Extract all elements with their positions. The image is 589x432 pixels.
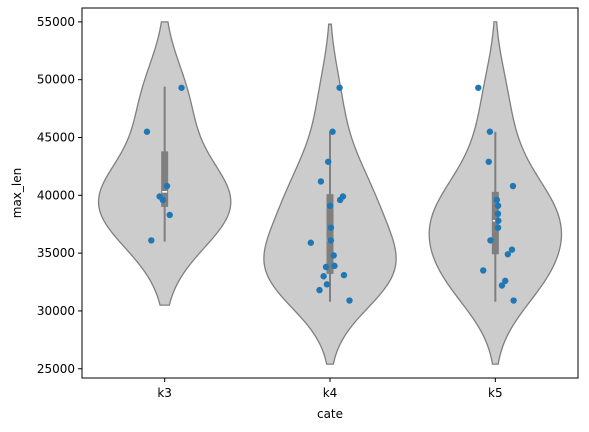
data-point-k4-0 <box>336 84 343 91</box>
data-point-k5-1 <box>486 128 494 135</box>
data-point-k3-2 <box>163 182 171 190</box>
y-axis: 25000 30000 35000 40000 45000 50000 55000 <box>37 15 82 376</box>
data-point-k5-6 <box>494 210 502 218</box>
data-point-k3-4 <box>159 196 167 204</box>
data-point-k4-13 <box>340 271 348 279</box>
y-tick-label-40000: 40000 <box>37 188 75 202</box>
data-point-k4-2 <box>324 158 332 165</box>
data-point-k3-5 <box>166 211 173 219</box>
data-point-k3-0 <box>178 84 185 91</box>
data-point-k5-8 <box>494 224 502 231</box>
data-point-k5-10 <box>508 246 516 253</box>
data-point-k5-14 <box>498 282 506 289</box>
data-point-k4-16 <box>316 286 323 294</box>
y-tick-label-55000: 55000 <box>37 15 75 29</box>
iqr-box-k5 <box>491 191 499 255</box>
data-point-k4-10 <box>330 252 337 259</box>
x-tick-label-k4: k4 <box>323 386 338 400</box>
data-point-k4-8 <box>327 237 335 244</box>
y-tick-label-35000: 35000 <box>37 246 75 260</box>
data-point-k4-6 <box>326 202 334 209</box>
data-point-k5-12 <box>480 267 487 274</box>
data-point-k3-6 <box>148 237 155 244</box>
data-point-k5-9 <box>487 237 494 244</box>
data-point-k3-1 <box>143 128 151 135</box>
points-layer <box>143 84 517 304</box>
data-point-k5-2 <box>485 158 492 165</box>
x-axis: k3 k4 k5 <box>157 378 503 400</box>
data-point-k4-3 <box>317 178 325 185</box>
x-tick-label-k5: k5 <box>488 386 503 400</box>
data-point-k4-5 <box>336 196 344 204</box>
data-point-k4-9 <box>307 239 314 246</box>
y-tick-label-25000: 25000 <box>37 362 75 376</box>
y-tick-label-30000: 30000 <box>37 304 75 318</box>
data-point-k4-11 <box>331 262 338 270</box>
data-point-k4-7 <box>327 224 335 231</box>
data-point-k4-14 <box>320 273 327 280</box>
data-point-k4-1 <box>329 128 336 135</box>
data-point-k5-4 <box>493 196 501 204</box>
data-point-k5-13 <box>502 277 509 285</box>
data-point-k4-15 <box>323 281 331 288</box>
data-point-k5-5 <box>494 202 502 209</box>
data-point-k5-11 <box>504 251 512 258</box>
y-tick-label-45000: 45000 <box>37 131 75 145</box>
x-axis-label: cate <box>317 407 343 421</box>
data-point-k5-15 <box>510 297 517 304</box>
y-tick-label-50000: 50000 <box>37 73 75 87</box>
data-point-k5-0 <box>475 84 482 91</box>
data-point-k4-12 <box>322 263 330 271</box>
data-point-k5-7 <box>495 217 502 224</box>
y-axis-label: max_len <box>10 168 24 218</box>
data-point-k5-3 <box>509 182 517 190</box>
data-point-k4-17 <box>346 297 353 304</box>
iqr-box-k4 <box>326 194 334 274</box>
x-tick-label-k3: k3 <box>157 386 172 400</box>
iqr-box-k3 <box>161 151 169 207</box>
